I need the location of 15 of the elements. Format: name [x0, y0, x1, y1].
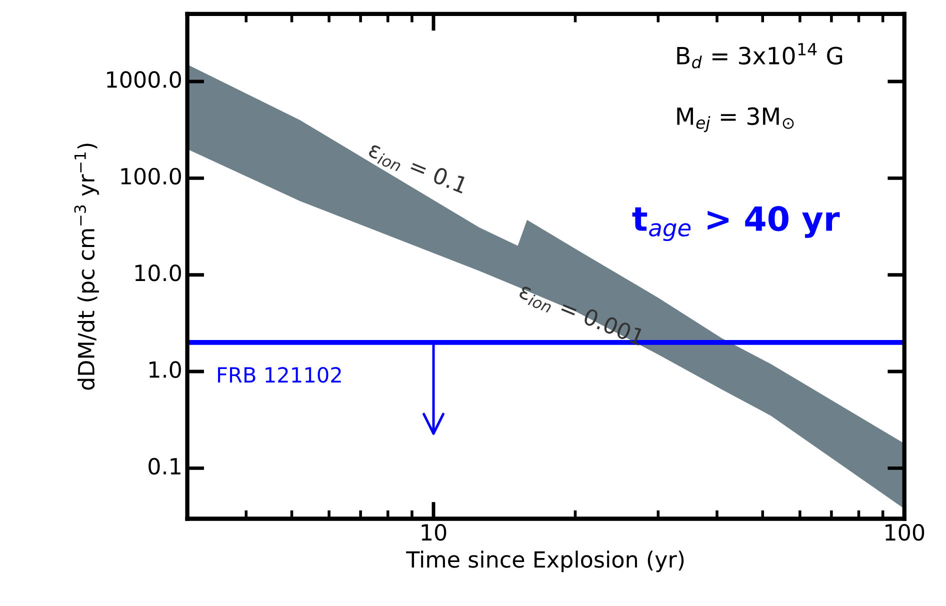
annotation: M$_{ej}$ = 3M$_{⊙}$ — [677, 107, 794, 132]
x-tick-label: 10 — [422, 524, 446, 541]
annotation: t$_{age}$ > 40 yr — [632, 206, 840, 242]
y-tick-label: 10.0 — [135, 264, 181, 282]
y-tick-label: 1000.0 — [107, 71, 181, 88]
y-tick-label: 100.0 — [121, 168, 181, 185]
x-axis-title: Time since Explosion (yr) — [406, 550, 684, 572]
annotation: ε$_{ion}$ = 0.001 — [517, 282, 645, 350]
ref-line-label: FRB 121102 — [218, 366, 341, 383]
y-axis-title: dDM/dt (pc cm$^{−3}$ yr$^{−1}$) — [74, 144, 99, 390]
annotation: B$_{d}$ = 3x10$^{14}$ G — [677, 43, 842, 68]
x-tick-label: 100 — [886, 524, 924, 541]
y-tick-label: 1.0 — [150, 361, 181, 378]
y-tick-label: 0.1 — [148, 458, 180, 475]
annotation: ε$_{ion}$ = 0.1 — [366, 140, 468, 198]
